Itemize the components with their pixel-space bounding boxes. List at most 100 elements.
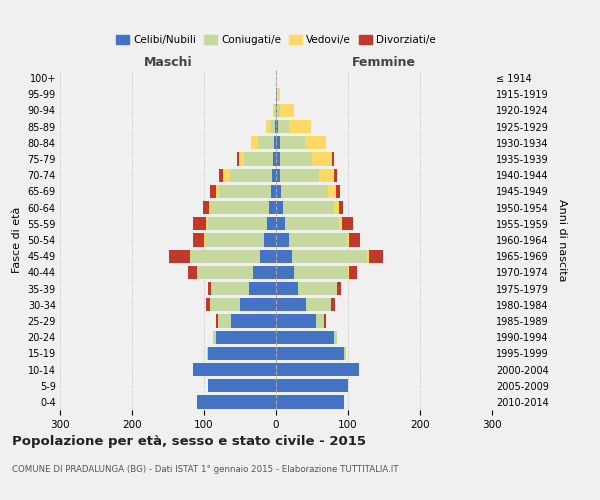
Bar: [276, 104, 277, 117]
Bar: [306, 298, 331, 312]
Bar: [337, 282, 341, 295]
Bar: [273, 104, 275, 117]
Bar: [253, 266, 276, 279]
Bar: [275, 120, 276, 134]
Bar: [266, 120, 269, 134]
Bar: [219, 185, 271, 198]
Bar: [276, 363, 359, 376]
Bar: [319, 168, 334, 182]
Bar: [276, 152, 280, 166]
Bar: [204, 234, 205, 246]
Bar: [280, 136, 305, 149]
Bar: [190, 250, 260, 263]
Bar: [276, 330, 334, 344]
Bar: [334, 168, 337, 182]
Bar: [337, 185, 340, 198]
Bar: [283, 201, 334, 214]
Bar: [348, 266, 349, 279]
Bar: [280, 168, 319, 182]
Bar: [281, 185, 328, 198]
Bar: [369, 250, 383, 263]
Bar: [328, 185, 337, 198]
Bar: [169, 250, 190, 263]
Bar: [206, 298, 210, 312]
Bar: [338, 217, 342, 230]
Bar: [334, 201, 340, 214]
Bar: [205, 234, 264, 246]
Bar: [347, 234, 349, 246]
Bar: [367, 250, 369, 263]
Bar: [277, 88, 280, 101]
Bar: [294, 266, 348, 279]
Bar: [216, 330, 276, 344]
Bar: [193, 363, 276, 376]
Bar: [324, 314, 326, 328]
Bar: [218, 314, 230, 328]
Y-axis label: Anni di nascita: Anni di nascita: [557, 198, 568, 281]
Bar: [219, 168, 223, 182]
Bar: [276, 396, 344, 408]
Bar: [211, 201, 269, 214]
Legend: Celibi/Nubili, Coniugati/e, Vedovi/e, Divorziati/e: Celibi/Nubili, Coniugati/e, Vedovi/e, Di…: [112, 31, 440, 50]
Bar: [340, 201, 343, 214]
Bar: [316, 314, 324, 328]
Bar: [269, 201, 276, 214]
Bar: [276, 234, 289, 246]
Bar: [289, 234, 347, 246]
Bar: [312, 152, 332, 166]
Bar: [331, 298, 335, 312]
Bar: [289, 120, 311, 134]
Bar: [284, 217, 338, 230]
Bar: [305, 136, 326, 149]
Bar: [332, 152, 334, 166]
Bar: [334, 330, 337, 344]
Bar: [193, 234, 204, 246]
Bar: [216, 314, 218, 328]
Bar: [203, 201, 209, 214]
Text: Popolazione per età, sesso e stato civile - 2015: Popolazione per età, sesso e stato civil…: [12, 435, 366, 448]
Bar: [276, 314, 316, 328]
Bar: [349, 234, 359, 246]
Bar: [342, 217, 353, 230]
Bar: [276, 298, 306, 312]
Bar: [210, 298, 240, 312]
Bar: [239, 152, 244, 166]
Bar: [188, 266, 197, 279]
Bar: [193, 217, 206, 230]
Bar: [258, 136, 274, 149]
Bar: [223, 168, 230, 182]
Bar: [280, 152, 312, 166]
Bar: [272, 168, 276, 182]
Bar: [275, 104, 276, 117]
Bar: [273, 152, 276, 166]
Bar: [248, 282, 276, 295]
Bar: [276, 136, 280, 149]
Bar: [276, 282, 298, 295]
Bar: [230, 168, 272, 182]
Text: COMUNE DI PRADALUNGA (BG) - Dati ISTAT 1° gennaio 2015 - Elaborazione TUTTITALIA: COMUNE DI PRADALUNGA (BG) - Dati ISTAT 1…: [12, 465, 398, 474]
Bar: [244, 152, 273, 166]
Bar: [209, 201, 211, 214]
Bar: [292, 250, 367, 263]
Text: Maschi: Maschi: [143, 56, 193, 69]
Text: Femmine: Femmine: [352, 56, 416, 69]
Bar: [274, 136, 276, 149]
Bar: [280, 104, 294, 117]
Bar: [208, 346, 276, 360]
Bar: [251, 136, 258, 149]
Bar: [277, 104, 280, 117]
Bar: [271, 185, 276, 198]
Bar: [206, 217, 208, 230]
Bar: [276, 250, 292, 263]
Bar: [260, 250, 276, 263]
Bar: [215, 185, 219, 198]
Bar: [264, 234, 276, 246]
Bar: [237, 152, 239, 166]
Bar: [349, 266, 358, 279]
Bar: [230, 314, 276, 328]
Bar: [298, 282, 337, 295]
Bar: [276, 88, 277, 101]
Bar: [210, 185, 215, 198]
Bar: [276, 379, 348, 392]
Bar: [276, 217, 284, 230]
